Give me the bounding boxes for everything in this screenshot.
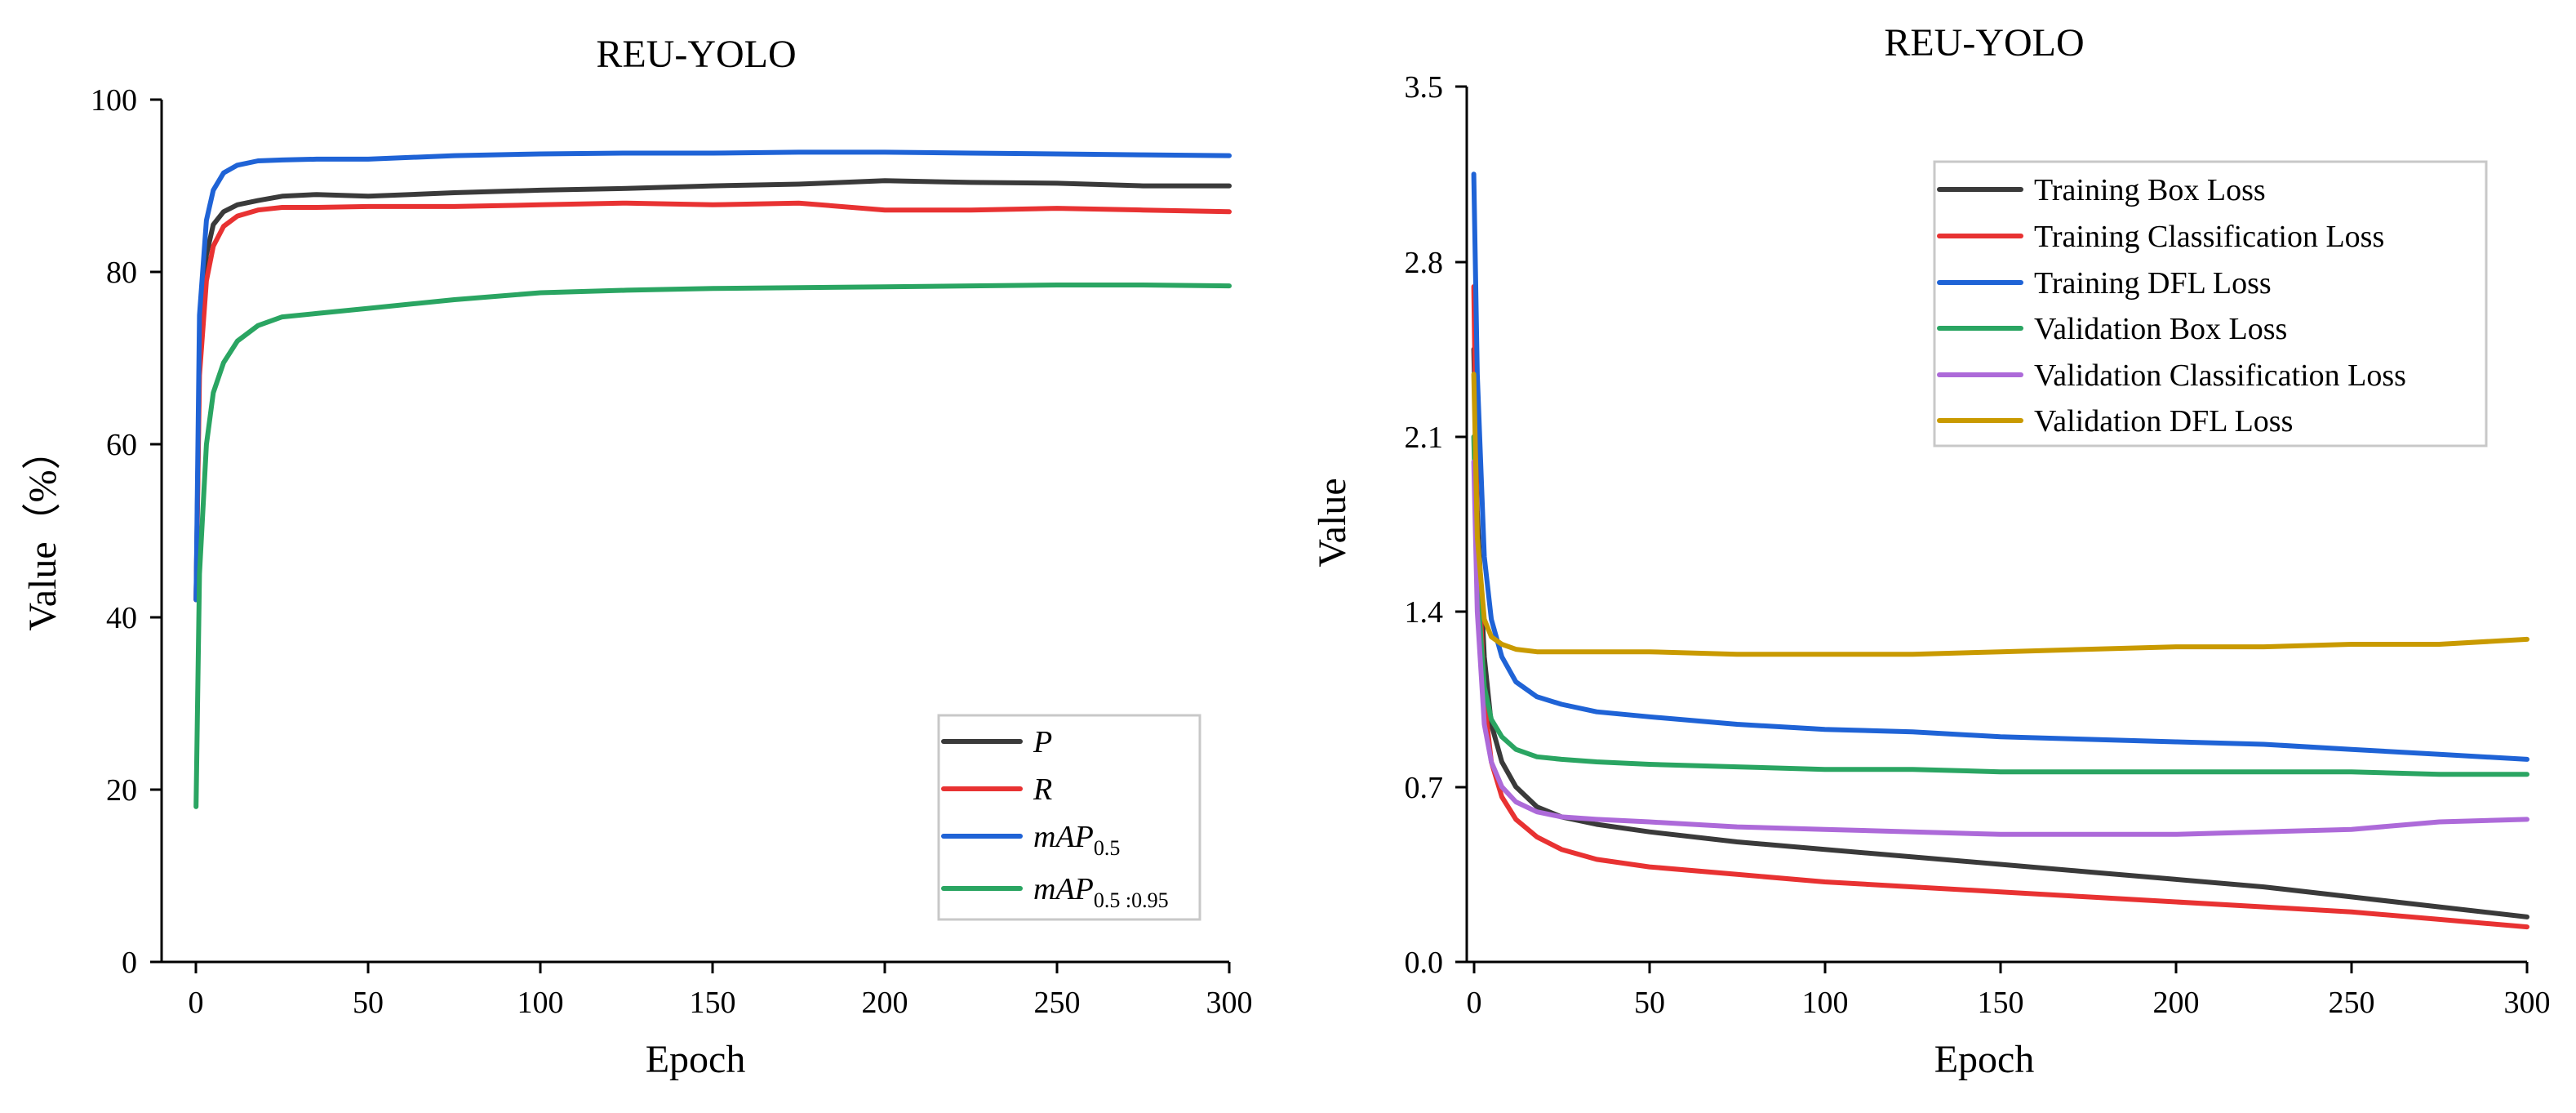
y-tick-label: 80 [106, 256, 137, 290]
x-ticks [1472, 962, 2529, 973]
y-tick-label: 0.7 [1405, 771, 1444, 805]
legend-label: Training Classification Loss [2034, 220, 2384, 254]
legend: P R mAP0.5 mAP0.5 :0.95 [937, 714, 1201, 921]
y-tick-label: 0.0 [1405, 946, 1444, 980]
x-tick-label: 300 [2504, 986, 2551, 1020]
legend-label: mAP0.5 :0.95 [1033, 872, 1169, 912]
y-axis-label: Value（%） [21, 430, 64, 630]
x-tick-label: 100 [1802, 986, 1849, 1020]
series-group [1471, 171, 2529, 930]
legend-label: Validation DFL Loss [2034, 404, 2293, 439]
series-line-r [193, 200, 1232, 603]
y-ticks [1455, 85, 1467, 964]
x-tick-label: 100 [517, 986, 564, 1020]
y-tick-label: 20 [106, 773, 137, 808]
legend-label: Training Box Loss [2034, 173, 2266, 207]
y-tick-label: 2.1 [1405, 421, 1444, 455]
x-axis-label: Epoch [1934, 1038, 2035, 1081]
series-line-validation-box-loss [1471, 434, 2529, 777]
x-tick-label: 0 [189, 986, 204, 1020]
legend-label: Validation Classification Loss [2034, 358, 2406, 393]
y-ticks [150, 98, 162, 964]
series-line-map0-5 [193, 149, 1232, 603]
x-tick-label: 200 [2153, 986, 2200, 1020]
chart-title: REU-YOLO [1884, 21, 2084, 65]
legend-label: Training DFL Loss [2034, 266, 2272, 301]
y-tick-label: 100 [91, 83, 137, 118]
x-tick-label: 250 [1034, 986, 1081, 1020]
legend: Training Box Loss Training Classificatio… [1933, 160, 2488, 447]
x-tick-label: 50 [353, 986, 384, 1020]
y-tick-label: 3.5 [1405, 70, 1444, 105]
x-tick-labels: 0 50 100 150 200 250 300 [189, 986, 1253, 1020]
x-tick-labels: 0 50 100 150 200 250 300 [1467, 986, 2551, 1020]
series-line-training-dfl-loss [1471, 171, 2529, 762]
legend-box [1933, 160, 2488, 447]
y-tick-label: 2.8 [1405, 246, 1444, 280]
x-ticks [194, 962, 1231, 973]
legend-label: R [1033, 772, 1052, 807]
x-tick-label: 300 [1206, 986, 1253, 1020]
series-line-p [193, 178, 1232, 603]
series-group [193, 149, 1232, 809]
y-tick-labels: 0 20 40 60 80 100 [91, 83, 137, 980]
legend-label: mAP0.5 [1033, 820, 1120, 860]
y-tick-label: 60 [106, 428, 137, 462]
x-tick-label: 0 [1467, 986, 1482, 1020]
x-tick-label: 50 [1634, 986, 1665, 1020]
metrics-chart: REU-YOLO 0 50 100 150 200 250 300 [21, 33, 1253, 1081]
legend-label: Validation Box Loss [2034, 312, 2287, 346]
x-tick-label: 150 [690, 986, 736, 1020]
y-tick-label: 1.4 [1405, 595, 1444, 630]
x-tick-label: 200 [862, 986, 908, 1020]
loss-chart: REU-YOLO 0 50 100 150 200 250 300 [1311, 21, 2551, 1081]
chart-title: REU-YOLO [596, 33, 796, 76]
y-tick-labels: 0.0 0.7 1.4 2.1 2.8 3.5 [1405, 70, 1444, 980]
series-line-validation-classification-loss [1471, 459, 2529, 837]
series-line-validation-dfl-loss [1471, 372, 2529, 657]
legend-label: P [1033, 725, 1052, 759]
series-line-training-box-loss [1471, 346, 2529, 919]
y-axis-label: Value [1311, 478, 1354, 567]
series-line-map0-5-0-95 [193, 283, 1232, 809]
y-tick-label: 0 [122, 946, 137, 980]
x-tick-label: 150 [1978, 986, 2024, 1020]
y-tick-label: 40 [106, 601, 137, 635]
x-axis-label: Epoch [646, 1038, 746, 1081]
legend-box [937, 714, 1201, 921]
x-tick-label: 250 [2329, 986, 2375, 1020]
